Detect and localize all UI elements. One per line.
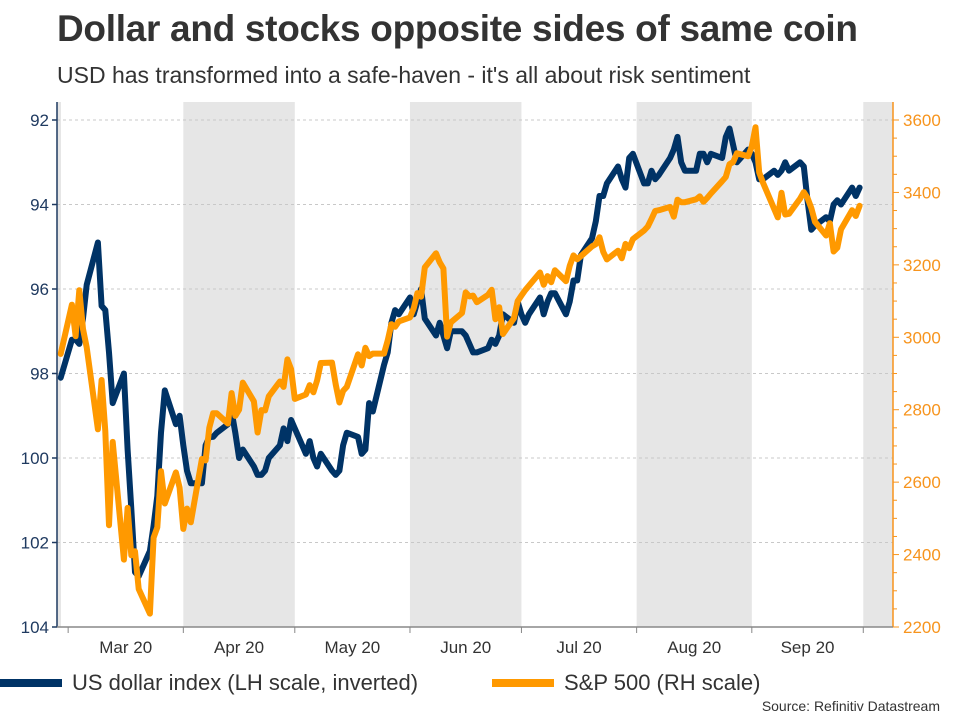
series-lines (57, 124, 863, 617)
x-tick-label: May 20 (325, 638, 381, 657)
right-tick-label: 3600 (903, 111, 941, 130)
left-tick-label: 104 (21, 618, 49, 637)
right-axis-labels: 3600 3400 3200 3000 2800 2600 2400 2200 (903, 111, 941, 637)
right-tick-label: 3200 (903, 256, 941, 275)
x-axis-labels: Mar 20 Apr 20 May 20 Jun 20 Jul 20 Aug 20 Sep … (99, 638, 834, 657)
chart-subtitle: USD has transformed into a safe-haven - … (57, 62, 751, 88)
right-tick-label: 2400 (903, 546, 941, 565)
legend-usd: US dollar index (LH scale, inverted) (0, 668, 418, 698)
right-tick-label: 2600 (903, 473, 941, 492)
left-tick-label: 92 (30, 111, 49, 130)
right-tick-label: 2800 (903, 401, 941, 420)
chart-title: Dollar and stocks opposite sides of same… (57, 8, 858, 49)
shade-band-feb (57, 102, 61, 627)
shade-band (863, 102, 893, 627)
source-note: Source: Refinitiv Datastream (761, 698, 940, 714)
left-tick-label: 98 (30, 365, 49, 384)
left-tick-label: 96 (30, 280, 49, 299)
gridlines (57, 119, 893, 543)
series-line-spx (57, 124, 863, 617)
x-tick-label: Jun 20 (440, 638, 491, 657)
left-tick-label: 102 (21, 534, 49, 553)
left-tick-label: 100 (21, 449, 49, 468)
right-tick-label: 2200 (903, 618, 941, 637)
shade-band (409, 102, 522, 627)
right-tick-label: 3400 (903, 183, 941, 202)
legend-swatch-spx (492, 679, 554, 687)
right-tick-label: 3000 (903, 328, 941, 347)
x-tick-label: Apr 20 (214, 638, 264, 657)
left-tick-label: 94 (30, 196, 49, 215)
x-tick-label: Aug 20 (667, 638, 721, 657)
left-axis-labels: 92 94 96 98 100 102 104 (21, 111, 49, 637)
legend-swatch-usd (0, 679, 62, 687)
legend-spx: S&P 500 (RH scale) (492, 668, 760, 698)
month-shading (57, 102, 893, 627)
legend-label-spx: S&P 500 (RH scale) (564, 670, 761, 695)
x-tick-label: Sep 20 (781, 638, 835, 657)
legend-label-usd: US dollar index (LH scale, inverted) (72, 670, 419, 695)
x-tick-label: Jul 20 (556, 638, 601, 657)
shade-band (183, 102, 295, 627)
x-tick-label: Mar 20 (99, 638, 152, 657)
shade-band (636, 102, 752, 627)
axes (52, 102, 899, 633)
